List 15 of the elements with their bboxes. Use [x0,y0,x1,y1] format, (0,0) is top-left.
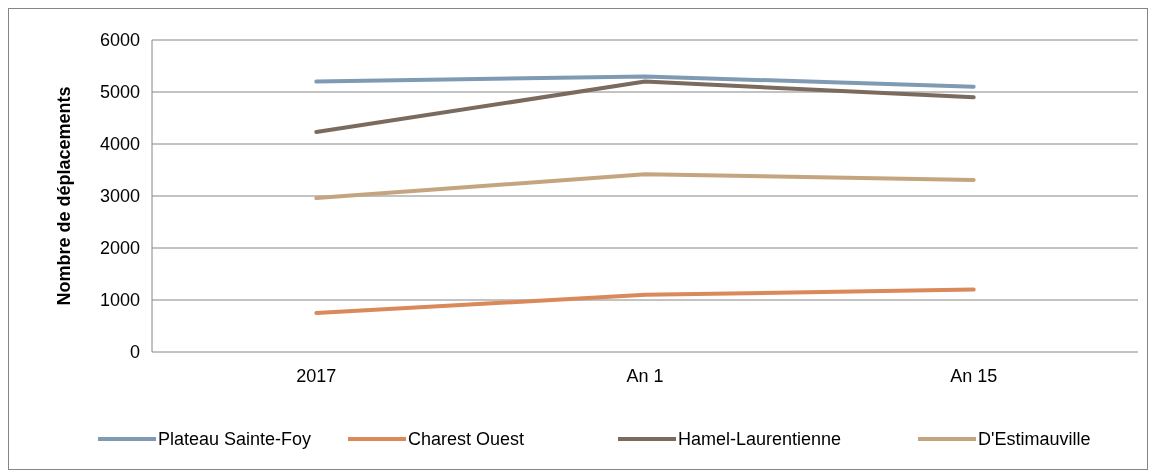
y-tick-label: 1000 [99,290,140,311]
legend-label: Charest Ouest [408,429,525,450]
legend-label: D'Estimauville [978,429,1091,450]
y-tick-label: 6000 [99,30,140,51]
x-tick-label: 2017 [296,366,337,386]
y-tick-label: 4000 [99,134,140,155]
y-tick-label: 5000 [99,82,140,103]
y-axis-title: Nombre de déplacements [54,86,74,306]
x-tick-label: An 1 [626,366,664,386]
y-tick-label: 3000 [99,186,140,207]
legend-label: Hamel-Laurentienne [678,429,842,450]
y-tick-label: 0 [129,342,140,363]
x-tick-label: An 15 [950,366,998,386]
y-tick-label: 2000 [99,238,140,259]
legend-label: Plateau Sainte-Foy [158,429,312,450]
